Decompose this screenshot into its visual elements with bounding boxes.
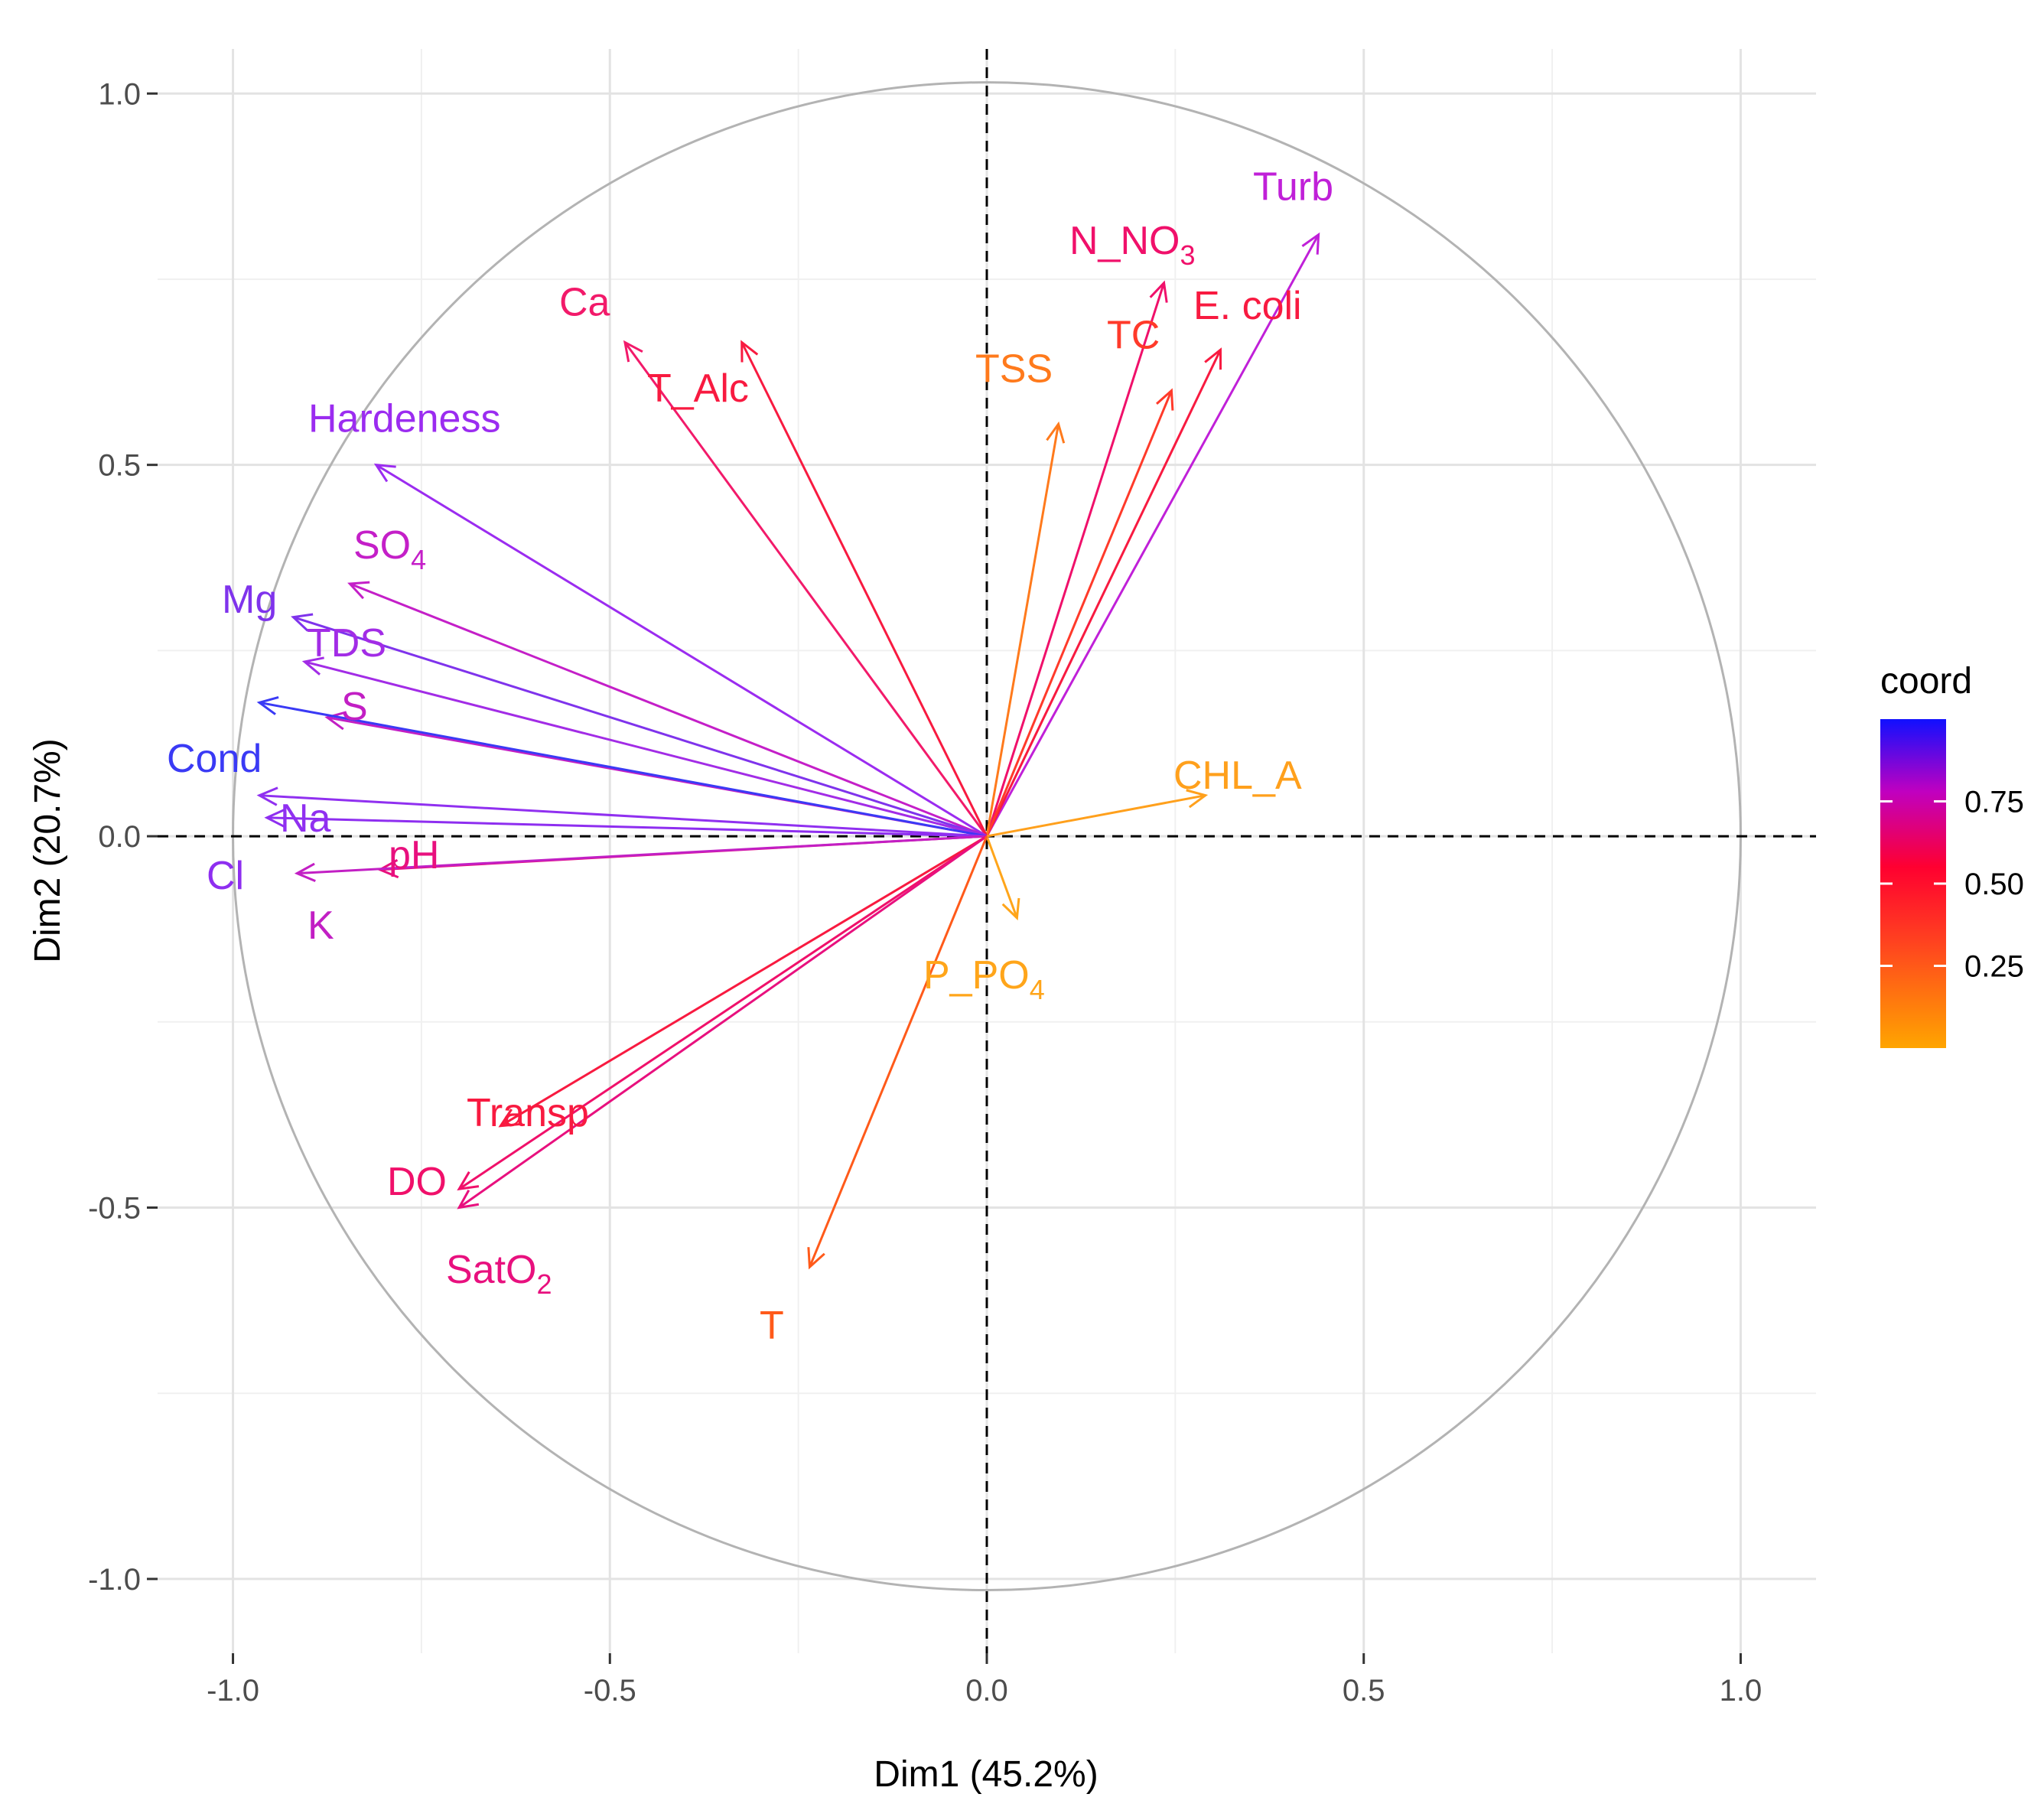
arrowhead-tc <box>1156 388 1174 411</box>
y-axis-title: Dim2 (20.7%) <box>28 738 68 962</box>
arrowhead-cond <box>256 695 279 715</box>
arrowhead-n-no <box>1149 280 1168 303</box>
arrow-na <box>259 794 988 838</box>
arrowhead-so <box>347 581 370 600</box>
arrow-cl <box>266 816 988 838</box>
x-tick-label: 0.5 <box>1343 1674 1385 1708</box>
label-sato: SatO2 <box>446 1248 552 1300</box>
arrowhead-mg <box>291 613 314 632</box>
arrowhead-tss <box>1046 421 1066 444</box>
y-tick-label: 0.0 <box>98 820 141 854</box>
arrow-chl-a <box>986 794 1206 838</box>
label-t: T <box>760 1304 784 1348</box>
legend: coord 0.25 0.50 0.75 <box>1880 661 2024 1048</box>
legend-tick-label: 0.50 <box>1964 868 2024 901</box>
label-ca: Ca <box>559 280 610 324</box>
arrowhead-tds <box>301 656 324 676</box>
label-e-coli: E. coli <box>1193 284 1302 328</box>
arrowhead-cl <box>264 808 286 829</box>
x-tick-label: -0.5 <box>584 1674 636 1708</box>
label-chl-a: CHL_A <box>1173 754 1302 798</box>
arrow-tds <box>304 660 988 838</box>
arrow-tss <box>985 424 1060 837</box>
arrow-sato <box>458 835 988 1209</box>
legend-tick-label: 0.75 <box>1964 786 2024 819</box>
arrowhead-t <box>807 1247 825 1270</box>
y-tick-label: -0.5 <box>88 1192 141 1226</box>
label-s: S <box>341 685 368 729</box>
arrow-cond <box>259 701 988 838</box>
y-axis: 1.0 0.5 0.0 -0.5 -1.0 <box>88 77 158 1597</box>
arrowhead-s <box>324 711 347 731</box>
arrow-t <box>809 835 988 1268</box>
label-na: Na <box>280 796 331 841</box>
arrow-k <box>297 835 988 875</box>
legend-ticks: 0.25 0.50 0.75 <box>1880 786 2024 984</box>
label-so: SO4 <box>353 523 426 575</box>
arrow-hardeness <box>376 464 988 838</box>
legend-tick-label: 0.25 <box>1964 950 2024 984</box>
label-cl: Cl <box>207 854 244 898</box>
label-p-po: P_PO4 <box>923 953 1045 1005</box>
arrow-n-no <box>985 282 1166 837</box>
x-axis-title: Dim1 (45.2%) <box>874 1754 1098 1795</box>
variable-arrows <box>256 232 1320 1270</box>
arrow-do <box>458 835 988 1190</box>
label-t-alc: T_Alc <box>647 366 749 411</box>
label-mg: Mg <box>222 578 277 622</box>
label-tds: TDS <box>307 621 386 666</box>
plot-panel: Turb N_NO3 E. coli TC TSS Ca T_Alc Hardeness SO4… <box>158 49 1816 1653</box>
arrow-so <box>349 582 988 838</box>
label-n-no: N_NO3 <box>1069 219 1196 271</box>
y-tick-label: 1.0 <box>98 77 141 111</box>
label-k: K <box>308 903 334 948</box>
arrowhead-e-coli <box>1204 347 1222 370</box>
arrowhead-chl-a <box>1186 789 1209 809</box>
label-do: DO <box>387 1160 447 1204</box>
arrowhead-do <box>457 1171 480 1191</box>
x-axis: -1.0 -0.5 0.0 0.5 1.0 <box>207 1653 1762 1708</box>
label-transp: Transp <box>467 1091 589 1135</box>
label-hardeness: Hardeness <box>308 397 500 441</box>
arrow-t-alc <box>740 341 988 837</box>
legend-title: coord <box>1880 661 1972 702</box>
y-tick-label: 0.5 <box>98 449 141 483</box>
arrow-transp <box>500 835 988 1127</box>
arrowhead-sato <box>457 1190 480 1210</box>
arrowhead-t-alc <box>740 340 759 363</box>
x-tick-label: -1.0 <box>207 1674 259 1708</box>
label-tss: TSS <box>975 347 1053 391</box>
x-tick-label: 1.0 <box>1720 1674 1762 1708</box>
arrow-mg <box>292 616 988 838</box>
arrowhead-ca <box>623 340 643 363</box>
label-cond: Cond <box>167 737 262 781</box>
arrowhead-turb <box>1301 232 1320 255</box>
label-turb: Turb <box>1253 165 1333 210</box>
arrow-turb <box>985 233 1320 837</box>
arrowhead-transp <box>498 1109 521 1128</box>
arrow-e-coli <box>985 349 1222 837</box>
arrow-p-po <box>985 835 1018 919</box>
arrowhead-hardeness <box>373 463 396 483</box>
variable-labels: Turb N_NO3 E. coli TC TSS Ca T_Alc Hardeness SO4… <box>167 165 1333 1348</box>
arrow-ca <box>623 341 988 837</box>
label-ph: pH <box>389 833 439 877</box>
y-tick-label: -1.0 <box>88 1563 141 1597</box>
arrowhead-k <box>294 862 316 883</box>
x-tick-label: 0.0 <box>965 1674 1008 1708</box>
label-tc: TC <box>1107 314 1160 358</box>
arrow-tc <box>985 390 1173 837</box>
arrowhead-na <box>256 786 278 806</box>
arrowhead-p-po <box>1001 897 1020 921</box>
